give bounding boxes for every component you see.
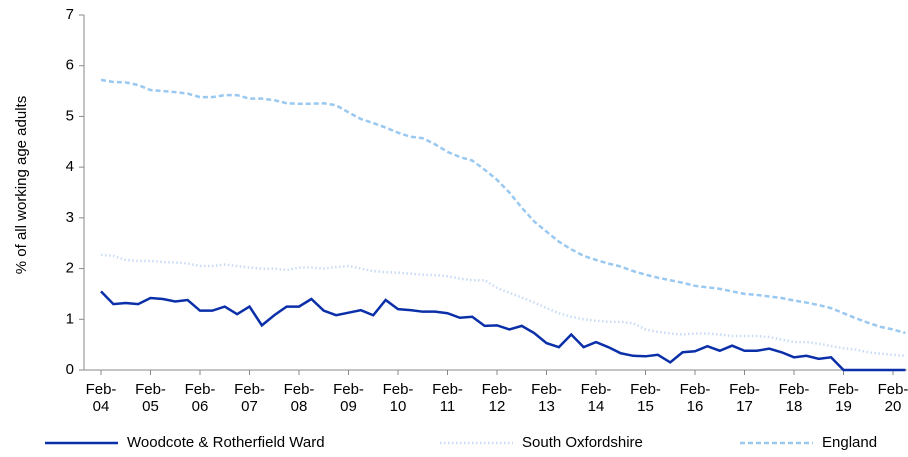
x-tick-label-line: Feb- bbox=[482, 381, 513, 398]
x-tick-label-line: 18 bbox=[786, 398, 803, 415]
x-tick-label-line: Feb- bbox=[135, 381, 166, 398]
y-tick-label: 2 bbox=[66, 260, 74, 277]
x-tick-label: Feb-15 bbox=[630, 381, 661, 415]
legend-item: Woodcote & Rotherfield Ward bbox=[45, 434, 325, 451]
x-tick-label: Feb-06 bbox=[185, 381, 216, 415]
x-tick-label-line: Feb- bbox=[86, 381, 117, 398]
y-axis-label: % of all working age adults bbox=[13, 96, 30, 274]
x-tick-label-line: Feb- bbox=[680, 381, 711, 398]
x-tick-label-line: Feb- bbox=[828, 381, 859, 398]
x-tick-label-line: Feb- bbox=[729, 381, 760, 398]
x-tick-label: Feb-09 bbox=[333, 381, 364, 415]
y-tick-label: 3 bbox=[66, 209, 74, 226]
y-tick-label: 7 bbox=[66, 6, 74, 23]
x-tick-label: Feb-19 bbox=[828, 381, 859, 415]
legend-item: South Oxfordshire bbox=[440, 434, 643, 451]
x-tick-label-line: Feb- bbox=[779, 381, 810, 398]
series-line bbox=[100, 290, 906, 372]
x-tick-label: Feb-08 bbox=[284, 381, 315, 415]
series-line bbox=[100, 253, 906, 358]
x-tick-label-line: 15 bbox=[637, 398, 654, 415]
x-tick-label-line: 09 bbox=[340, 398, 357, 415]
x-tick-label: Feb-04 bbox=[86, 381, 117, 415]
x-tick-label: Feb-20 bbox=[878, 381, 908, 415]
legend-label: England bbox=[822, 434, 877, 451]
x-tick-label-line: Feb- bbox=[630, 381, 661, 398]
y-tick-label: 5 bbox=[66, 107, 74, 124]
x-tick-label: Feb-10 bbox=[383, 381, 414, 415]
x-tick-label-line: 19 bbox=[835, 398, 852, 415]
x-tick-label-line: Feb- bbox=[432, 381, 463, 398]
x-tick-label-line: Feb- bbox=[185, 381, 216, 398]
x-tick-label-line: 17 bbox=[736, 398, 753, 415]
x-tick-label-line: 12 bbox=[489, 398, 506, 415]
x-tick-label-line: Feb- bbox=[234, 381, 265, 398]
x-tick-label: Feb-11 bbox=[432, 381, 463, 415]
x-tick-label-line: 08 bbox=[291, 398, 308, 415]
x-tick-label: Feb-05 bbox=[135, 381, 166, 415]
y-tick-label: 6 bbox=[66, 57, 74, 74]
legend-label: Woodcote & Rotherfield Ward bbox=[127, 434, 325, 451]
x-tick-label-line: 05 bbox=[142, 398, 159, 415]
x-tick-label: Feb-07 bbox=[234, 381, 265, 415]
x-tick-label-line: 11 bbox=[440, 398, 456, 415]
x-tick-label: Feb-16 bbox=[680, 381, 711, 415]
x-tick-label-line: Feb- bbox=[383, 381, 414, 398]
series-line bbox=[100, 78, 906, 335]
x-tick-label: Feb-14 bbox=[581, 381, 612, 415]
legend-item: England bbox=[740, 434, 877, 451]
x-tick-label-line: 16 bbox=[687, 398, 704, 415]
x-tick-label-line: 10 bbox=[390, 398, 407, 415]
x-tick-label: Feb-13 bbox=[531, 381, 562, 415]
x-tick-label-line: 06 bbox=[192, 398, 209, 415]
legend-label: South Oxfordshire bbox=[522, 434, 643, 451]
x-tick-label-line: 04 bbox=[93, 398, 110, 415]
x-tick-label-line: Feb- bbox=[878, 381, 908, 398]
y-tick-label: 0 bbox=[66, 361, 74, 378]
y-tick-label: 4 bbox=[66, 158, 74, 175]
x-tick-label-line: Feb- bbox=[581, 381, 612, 398]
x-tick-label-line: 13 bbox=[538, 398, 555, 415]
x-tick-label-line: Feb- bbox=[531, 381, 562, 398]
x-tick-label-line: 07 bbox=[241, 398, 258, 415]
x-tick-label-line: 20 bbox=[885, 398, 902, 415]
y-tick-label: 1 bbox=[66, 310, 74, 327]
x-tick-label-line: 14 bbox=[588, 398, 605, 415]
x-tick-label-line: Feb- bbox=[333, 381, 364, 398]
x-tick-label: Feb-18 bbox=[779, 381, 810, 415]
x-tick-label: Feb-12 bbox=[482, 381, 513, 415]
x-tick-label: Feb-17 bbox=[729, 381, 760, 415]
x-tick-label-line: Feb- bbox=[284, 381, 315, 398]
